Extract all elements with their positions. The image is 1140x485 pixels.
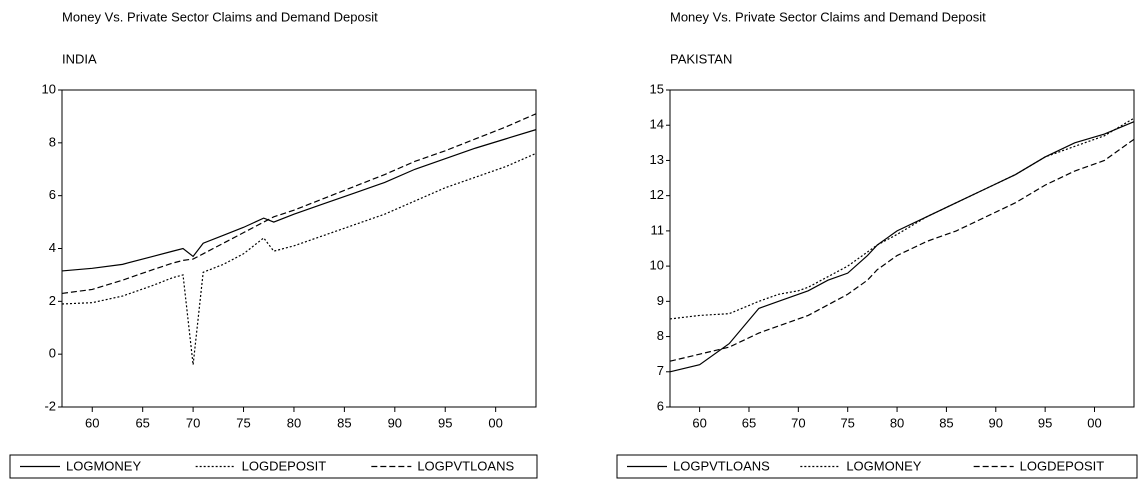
legend-label: LOGMONEY xyxy=(66,458,141,473)
x-tick-label: 95 xyxy=(438,415,452,430)
y-tick-label: 4 xyxy=(49,240,56,255)
series-line xyxy=(61,129,537,272)
chart: Money Vs. Private Sector Claims and Dema… xyxy=(9,9,538,479)
y-tick-label: 11 xyxy=(651,222,665,237)
series-line xyxy=(61,113,537,295)
chart-subtitle: PAKISTAN xyxy=(670,51,732,66)
chart-title: Money Vs. Private Sector Claims and Dema… xyxy=(670,9,986,24)
x-tick-label: 70 xyxy=(791,415,805,430)
y-tick-label: 15 xyxy=(650,81,664,96)
x-tick-label: 75 xyxy=(236,415,250,430)
y-tick-label: 14 xyxy=(650,117,664,132)
x-tick-label: 00 xyxy=(1087,415,1101,430)
series-line xyxy=(61,152,537,365)
x-tick-label: 85 xyxy=(337,415,351,430)
x-tick-label: 75 xyxy=(840,415,854,430)
y-tick-label: 7 xyxy=(657,363,664,378)
y-tick-label: 6 xyxy=(49,187,56,202)
x-tick-label: 60 xyxy=(692,415,706,430)
series-line xyxy=(669,117,1135,320)
legend-box xyxy=(616,454,1138,479)
x-tick-label: 65 xyxy=(742,415,756,430)
y-tick-label: 10 xyxy=(42,81,56,96)
x-tick-label: 60 xyxy=(85,415,99,430)
y-tick-label: 13 xyxy=(650,152,664,167)
chart-subtitle: INDIA xyxy=(62,51,97,66)
chart-title: Money Vs. Private Sector Claims and Dema… xyxy=(62,9,378,24)
x-tick-label: 70 xyxy=(186,415,200,430)
y-tick-label: 12 xyxy=(650,187,664,202)
x-tick-label: 80 xyxy=(287,415,301,430)
series-line xyxy=(669,121,1135,373)
y-tick-label: 8 xyxy=(49,134,56,149)
plot-frame xyxy=(61,89,537,408)
series-line xyxy=(669,138,1135,362)
y-tick-label: 9 xyxy=(657,293,664,308)
plot-frame xyxy=(669,89,1135,408)
legend-label: LOGPVTLOANS xyxy=(673,458,770,473)
y-tick-label: 10 xyxy=(650,258,664,273)
y-tick-label: -2 xyxy=(44,398,56,413)
x-tick-label: 65 xyxy=(135,415,149,430)
y-tick-label: 6 xyxy=(657,398,664,413)
y-tick-label: 0 xyxy=(49,346,56,361)
legend-label: LOGMONEY xyxy=(846,458,921,473)
x-tick-label: 80 xyxy=(890,415,904,430)
legend-label: LOGDEPOSIT xyxy=(242,458,327,473)
chart: Money Vs. Private Sector Claims and Dema… xyxy=(616,9,1138,479)
x-tick-label: 00 xyxy=(488,415,502,430)
legend-box xyxy=(9,454,538,479)
x-tick-label: 85 xyxy=(939,415,953,430)
x-tick-label: 95 xyxy=(1038,415,1052,430)
legend-label: LOGPVTLOANS xyxy=(417,458,514,473)
x-tick-label: 90 xyxy=(989,415,1003,430)
y-tick-label: 2 xyxy=(49,293,56,308)
legend-label: LOGDEPOSIT xyxy=(1020,458,1105,473)
y-tick-label: 8 xyxy=(657,328,664,343)
x-tick-label: 90 xyxy=(388,415,402,430)
